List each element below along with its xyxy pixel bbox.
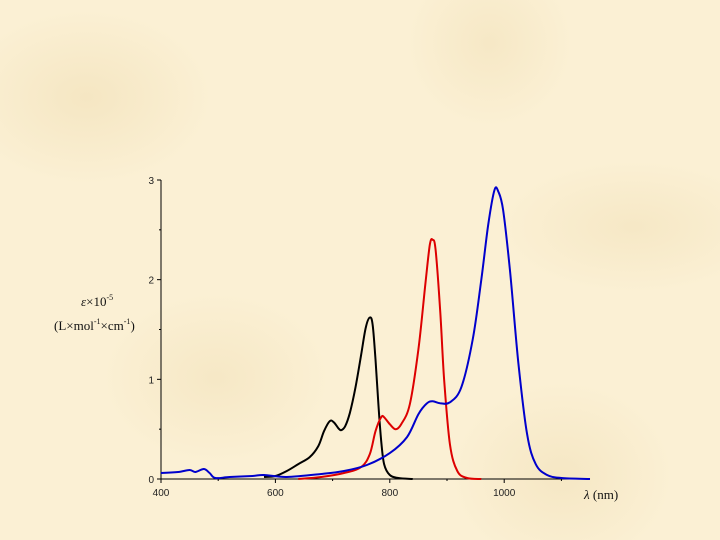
y-tick-label: 2 (148, 276, 154, 287)
y-tick-label: 3 (148, 176, 154, 187)
x-axis-label: λ (nm) (583, 487, 618, 502)
y-axis-label-line1: ε×10-5 (81, 293, 113, 309)
x-tick-label: 1000 (493, 488, 516, 499)
y-axis-ticks: 0 1 2 3 (148, 176, 161, 486)
x-axis-ticks: 400 600 800 1000 (153, 479, 562, 499)
series-line-3 (160, 186, 591, 480)
x-tick-label: 800 (381, 488, 398, 499)
y-axis-label-line2: (L×mol-1×cm-1) (54, 317, 135, 333)
y-tick-label: 0 (148, 475, 154, 486)
series-lines (160, 186, 591, 480)
x-tick-label: 400 (153, 488, 170, 499)
y-tick-label: 1 (148, 375, 154, 386)
series-line-1 (263, 316, 413, 480)
series-line-2 (298, 238, 482, 480)
x-tick-label: 600 (267, 488, 284, 499)
